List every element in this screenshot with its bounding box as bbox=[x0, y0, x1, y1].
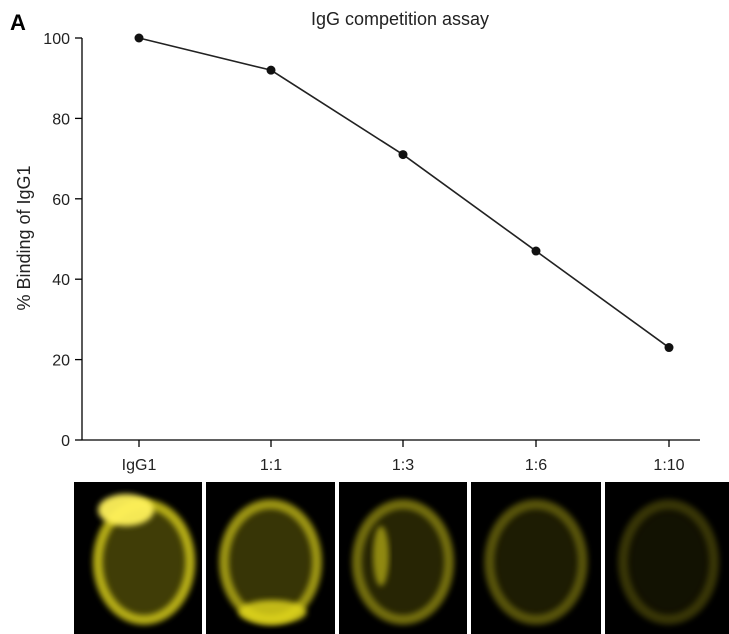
micrograph-panel bbox=[206, 482, 335, 634]
y-tick-label: 80 bbox=[52, 111, 70, 128]
cell-image bbox=[92, 494, 196, 625]
micrograph-panel bbox=[74, 482, 202, 634]
x-tick-label: 1:1 bbox=[260, 457, 282, 474]
data-point bbox=[134, 33, 144, 43]
series-line bbox=[138, 37, 670, 349]
y-axis-label-group: % Binding of IgG1 bbox=[14, 165, 34, 310]
panel-letter: A bbox=[10, 10, 26, 35]
y-axis-label: % Binding of IgG1 bbox=[14, 165, 34, 310]
x-tick-label: 1:3 bbox=[392, 457, 414, 474]
micrograph-panel bbox=[339, 482, 467, 634]
series-layer bbox=[134, 33, 674, 353]
micrograph-panel bbox=[605, 482, 729, 634]
x-ticks: IgG1 1:1 1:3 1:6 1:10 bbox=[122, 440, 685, 474]
micrograph-panel bbox=[471, 482, 601, 634]
data-point bbox=[664, 343, 674, 353]
axes bbox=[81, 38, 700, 441]
y-tick-label: 60 bbox=[52, 192, 70, 209]
y-ticks: 0 20 40 60 80 100 bbox=[43, 31, 82, 450]
chart-title: IgG competition assay bbox=[311, 9, 489, 29]
y-tick-label: 20 bbox=[52, 353, 70, 370]
data-point bbox=[266, 65, 276, 75]
y-tick-label: 40 bbox=[52, 272, 70, 289]
cell-image bbox=[351, 499, 455, 625]
x-tick-label: 1:10 bbox=[653, 457, 684, 474]
y-tick-label: 0 bbox=[61, 433, 70, 450]
cell-image bbox=[219, 499, 322, 625]
data-point bbox=[531, 246, 541, 256]
y-tick-label: 100 bbox=[43, 31, 70, 48]
data-point bbox=[398, 150, 408, 160]
x-tick-label: 1:6 bbox=[525, 457, 547, 474]
cell-image bbox=[484, 499, 588, 625]
cell-image bbox=[617, 499, 720, 625]
micrograph-strip bbox=[74, 482, 729, 634]
x-tick-label: IgG1 bbox=[122, 457, 157, 474]
